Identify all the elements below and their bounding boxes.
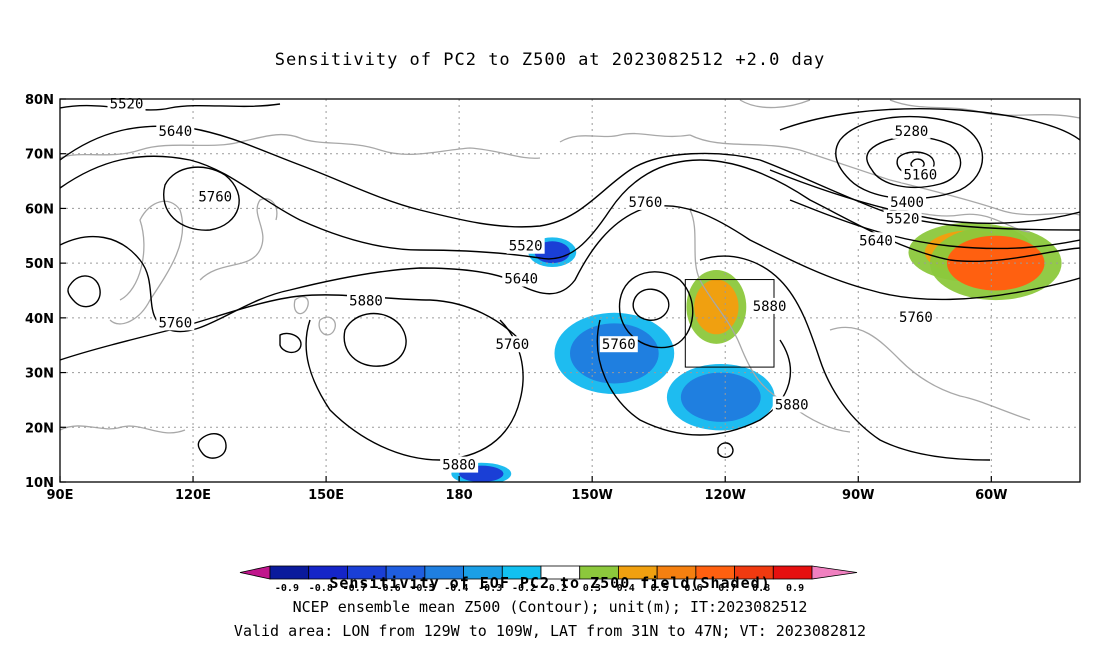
colorbar: -0.9 -0.8 -0.7 -0.6 -0.5 -0.4 -0.3 -0.2 0.2 0.3 0.…: [239, 565, 858, 594]
caption-shaded: Sensitivity of EOF PC2 to Z500 field(Sha…: [329, 574, 771, 592]
colorbar-tick-label: 0.3: [583, 583, 601, 594]
contour-labels: 5520 5640 5760 5760 5880 5760 5520 5640 5880 5760…: [107, 95, 940, 474]
contour-label: 5520: [886, 211, 920, 227]
colorbar-tick-label: 0.8: [752, 583, 770, 594]
contour-label: 5760: [495, 337, 529, 353]
colorbar-tick-label: -0.6: [377, 583, 401, 594]
contour-label: 5880: [349, 293, 383, 309]
colorbar-tick-label: -0.3: [478, 583, 502, 594]
lat-tick-label: 10N: [25, 476, 54, 491]
coastlines: [60, 99, 1080, 434]
contour-label-bg: [888, 193, 927, 210]
lat-tick-label: 80N: [25, 93, 54, 108]
contour-label-bg: [857, 232, 895, 249]
lon-tick-label: 120E: [175, 488, 211, 503]
lat-tick-label: 40N: [25, 312, 54, 327]
lon-tick-label: 90E: [47, 488, 74, 503]
contour-label: 5760: [198, 189, 232, 205]
contour-label: 5640: [504, 272, 538, 288]
contour-label-bg: [599, 336, 638, 353]
contour-label: 5760: [602, 337, 636, 353]
colorbar-tick-label: -0.2: [512, 583, 536, 594]
contour-label: 5640: [158, 124, 192, 140]
lon-tick-label: 180: [446, 488, 473, 503]
contour-label-bg: [772, 396, 811, 413]
contour-label-bg: [440, 456, 479, 473]
colorbar-tick-label: -0.9: [275, 583, 299, 594]
lat-tick-label: 70N: [25, 148, 54, 163]
z500-contours: [60, 103, 1080, 461]
colorbar-tick-label: -0.5: [410, 583, 434, 594]
contour-label-bg: [896, 308, 935, 325]
lon-tick-label: 60W: [975, 488, 1007, 503]
contour-label: 5760: [158, 315, 192, 331]
contour-label-bg: [347, 292, 385, 309]
lat-tick-label: 60N: [25, 202, 54, 217]
contour-label: 5760: [629, 195, 663, 211]
contour-label-bg: [901, 166, 940, 183]
lon-tick-label: 120W: [704, 488, 745, 503]
contour-label: 5880: [442, 458, 476, 474]
contour-label-bg: [626, 193, 665, 210]
map-frame: [59, 98, 1081, 483]
sensitivity-shading: [451, 222, 1062, 482]
contour-label-bg: [892, 122, 931, 139]
longitude-axis: 90E 120E 150E 180 150W 120W 90W 60W: [47, 476, 1008, 503]
contour-label-bg: [506, 237, 545, 254]
map-title: Sensitivity of PC2 to Z500 at 2023082512…: [274, 50, 826, 70]
colorbar-tick-label: 0.7: [718, 583, 736, 594]
colorbar-tick-label: 0.6: [684, 583, 702, 594]
colorbar-tick-label: 0.4: [617, 583, 635, 594]
contour-label: 5160: [903, 168, 937, 184]
contour-label: 5640: [859, 233, 893, 249]
negative-sensitivity-patch: [570, 323, 659, 384]
contour-label-bg: [883, 210, 922, 227]
contour-label-bg: [502, 270, 541, 287]
contour-label-bg: [196, 188, 235, 205]
colorbar-tick-label: 0.9: [786, 583, 804, 594]
contour-label: 5520: [509, 239, 543, 255]
contour-label-bg: [156, 314, 195, 331]
colorbar-high-triangle: [811, 565, 858, 580]
caption-valid-area: Valid area: LON from 129W to 109W, LAT f…: [233, 622, 867, 640]
map-gridlines: [60, 99, 1080, 482]
contour-label-bg: [156, 122, 195, 139]
contour-label: 5880: [775, 397, 809, 413]
latitude-axis: 10N 20N 30N 40N 50N 60N 70N 80N: [25, 93, 66, 491]
contour-label: 5400: [890, 195, 924, 211]
contour-label: 5760: [899, 310, 933, 326]
positive-sensitivity-patch: [946, 235, 1045, 291]
lat-tick-label: 30N: [25, 367, 54, 382]
positive-sensitivity-patch: [694, 279, 739, 335]
lat-tick-label: 20N: [25, 421, 54, 436]
negative-sensitivity-patch: [680, 372, 761, 422]
colorbar-tick-label: -0.8: [309, 583, 333, 594]
lon-tick-label: 150W: [571, 488, 612, 503]
contour-label: 5520: [110, 96, 144, 112]
lon-tick-label: 90W: [842, 488, 874, 503]
contour-label: 5280: [895, 124, 929, 140]
lat-tick-label: 50N: [25, 257, 54, 272]
colorbar-tick-label: -0.4: [444, 583, 468, 594]
colorbar-tick-label: 0.5: [651, 583, 669, 594]
contour-label: 5880: [753, 299, 787, 315]
colorbar-tick-label: -0.7: [343, 583, 367, 594]
colorbar-tick-label: 0.2: [549, 583, 567, 594]
contour-label-bg: [750, 297, 789, 314]
lon-tick-label: 150E: [308, 488, 344, 503]
caption-contour: NCEP ensemble mean Z500 (Contour); unit(…: [292, 598, 808, 616]
contour-label-bg: [493, 336, 532, 353]
valid-area-box: [684, 279, 775, 368]
